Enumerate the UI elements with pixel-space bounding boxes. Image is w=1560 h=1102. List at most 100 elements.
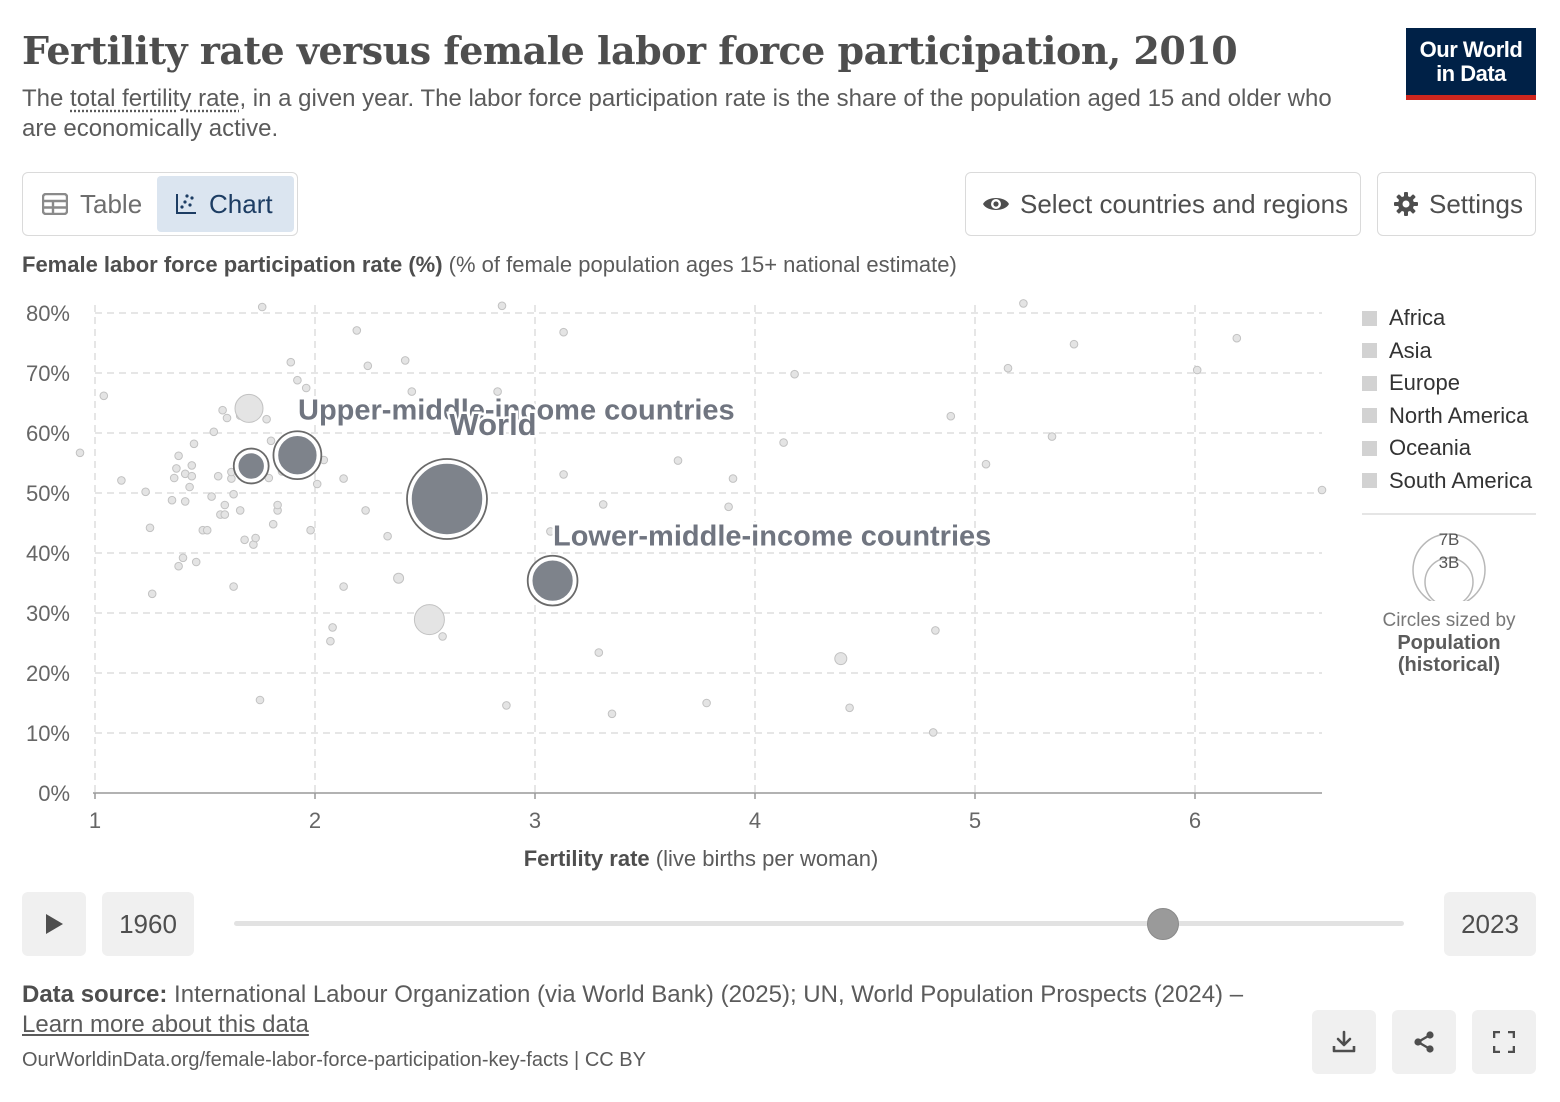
data-point[interactable] bbox=[229, 489, 238, 499]
highlight-point[interactable] bbox=[276, 434, 319, 476]
data-point[interactable] bbox=[363, 361, 373, 371]
data-point[interactable] bbox=[207, 492, 216, 501]
data-point[interactable] bbox=[147, 589, 157, 599]
play-button[interactable] bbox=[22, 892, 86, 956]
highlight-point[interactable] bbox=[410, 462, 484, 536]
highlight-label[interactable]: Upper-middle-income countries bbox=[296, 392, 738, 429]
data-point[interactable] bbox=[559, 327, 568, 337]
data-point[interactable] bbox=[235, 506, 245, 515]
data-point[interactable] bbox=[1019, 299, 1028, 308]
data-point[interactable] bbox=[180, 497, 190, 506]
data-point[interactable] bbox=[383, 531, 392, 541]
data-point[interactable] bbox=[75, 448, 85, 458]
data-point[interactable] bbox=[220, 510, 230, 519]
legend-item[interactable]: South America bbox=[1362, 465, 1532, 498]
data-point[interactable] bbox=[167, 495, 177, 505]
data-point[interactable] bbox=[255, 695, 265, 705]
data-point[interactable] bbox=[172, 464, 181, 473]
data-point[interactable] bbox=[724, 502, 733, 512]
data-point[interactable] bbox=[234, 393, 264, 423]
download-button[interactable] bbox=[1312, 1010, 1376, 1074]
data-point[interactable] bbox=[546, 527, 555, 536]
data-point[interactable] bbox=[339, 474, 348, 483]
data-point[interactable] bbox=[361, 506, 370, 515]
select-countries-button[interactable]: Select countries and regions bbox=[965, 172, 1361, 236]
data-point[interactable] bbox=[779, 438, 788, 447]
data-point[interactable] bbox=[407, 387, 417, 396]
data-point[interactable] bbox=[493, 387, 502, 396]
data-point[interactable] bbox=[438, 632, 447, 641]
highlight-label[interactable]: World bbox=[447, 405, 539, 445]
data-point[interactable] bbox=[728, 474, 738, 483]
total-fertility-rate-link[interactable]: total fertility rate bbox=[70, 85, 240, 112]
data-point[interactable] bbox=[222, 413, 232, 423]
legend-item[interactable]: North America bbox=[1362, 400, 1532, 433]
data-point[interactable] bbox=[257, 302, 267, 312]
data-point[interactable] bbox=[145, 523, 155, 533]
data-point[interactable] bbox=[191, 557, 201, 567]
data-point[interactable] bbox=[352, 326, 362, 335]
settings-button[interactable]: Settings bbox=[1377, 172, 1536, 236]
data-point[interactable] bbox=[497, 301, 507, 311]
timeline-end-year[interactable]: 2023 bbox=[1444, 892, 1536, 956]
data-point[interactable] bbox=[981, 459, 991, 469]
data-point[interactable] bbox=[273, 500, 282, 510]
data-point[interactable] bbox=[326, 636, 335, 646]
data-point[interactable] bbox=[928, 728, 938, 737]
data-point[interactable] bbox=[174, 451, 183, 461]
data-point[interactable] bbox=[339, 582, 348, 591]
share-button[interactable] bbox=[1392, 1010, 1456, 1074]
data-point[interactable] bbox=[1317, 485, 1327, 495]
data-point[interactable] bbox=[266, 436, 276, 446]
data-point[interactable] bbox=[845, 703, 854, 713]
data-point[interactable] bbox=[598, 500, 608, 509]
data-point[interactable] bbox=[178, 553, 188, 563]
data-point[interactable] bbox=[393, 572, 405, 584]
data-point[interactable] bbox=[413, 604, 445, 636]
tab-chart[interactable]: Chart bbox=[157, 176, 294, 232]
data-point[interactable] bbox=[187, 461, 197, 470]
data-point[interactable] bbox=[702, 698, 711, 708]
data-point[interactable] bbox=[1232, 333, 1242, 343]
highlight-label[interactable]: Lower-middle-income countries bbox=[551, 518, 994, 555]
highlight-point[interactable] bbox=[236, 451, 266, 481]
timeline-start-year[interactable]: 1960 bbox=[102, 892, 194, 956]
data-point[interactable] bbox=[946, 411, 956, 421]
timeline-slider-thumb[interactable] bbox=[1146, 908, 1179, 940]
data-point[interactable] bbox=[301, 383, 311, 393]
fullscreen-button[interactable] bbox=[1472, 1010, 1536, 1074]
data-point[interactable] bbox=[559, 470, 568, 479]
data-point[interactable] bbox=[268, 519, 278, 529]
data-point[interactable] bbox=[1069, 339, 1079, 349]
legend-item[interactable]: Africa bbox=[1362, 302, 1532, 335]
data-point[interactable] bbox=[286, 357, 296, 367]
data-point[interactable] bbox=[240, 535, 249, 545]
data-point[interactable] bbox=[594, 648, 604, 657]
data-point[interactable] bbox=[328, 623, 337, 632]
size-legend-variable[interactable]: Population (historical) bbox=[1362, 632, 1536, 676]
data-point[interactable] bbox=[251, 533, 260, 543]
data-point[interactable] bbox=[400, 356, 410, 365]
data-point[interactable] bbox=[365, 404, 375, 413]
data-point[interactable] bbox=[174, 561, 183, 571]
timeline-slider-track[interactable] bbox=[234, 921, 1404, 926]
data-point[interactable] bbox=[790, 369, 799, 379]
data-point[interactable] bbox=[99, 391, 109, 401]
data-point[interactable] bbox=[673, 456, 683, 465]
learn-more-link[interactable]: Learn more about this data bbox=[22, 1011, 309, 1038]
legend-item[interactable]: Asia bbox=[1362, 335, 1532, 368]
data-point[interactable] bbox=[262, 414, 271, 424]
data-point[interactable] bbox=[187, 471, 197, 481]
highlight-point[interactable] bbox=[530, 558, 575, 603]
tab-table[interactable]: Table bbox=[26, 176, 157, 232]
data-point[interactable] bbox=[306, 525, 315, 535]
data-point[interactable] bbox=[502, 701, 511, 710]
data-point[interactable] bbox=[141, 487, 150, 497]
legend-item[interactable]: Europe bbox=[1362, 367, 1532, 400]
data-point[interactable] bbox=[189, 439, 199, 449]
data-point[interactable] bbox=[931, 626, 940, 635]
data-point[interactable] bbox=[117, 476, 126, 485]
data-point[interactable] bbox=[607, 709, 617, 719]
data-point[interactable] bbox=[202, 525, 212, 535]
data-point[interactable] bbox=[229, 582, 238, 591]
